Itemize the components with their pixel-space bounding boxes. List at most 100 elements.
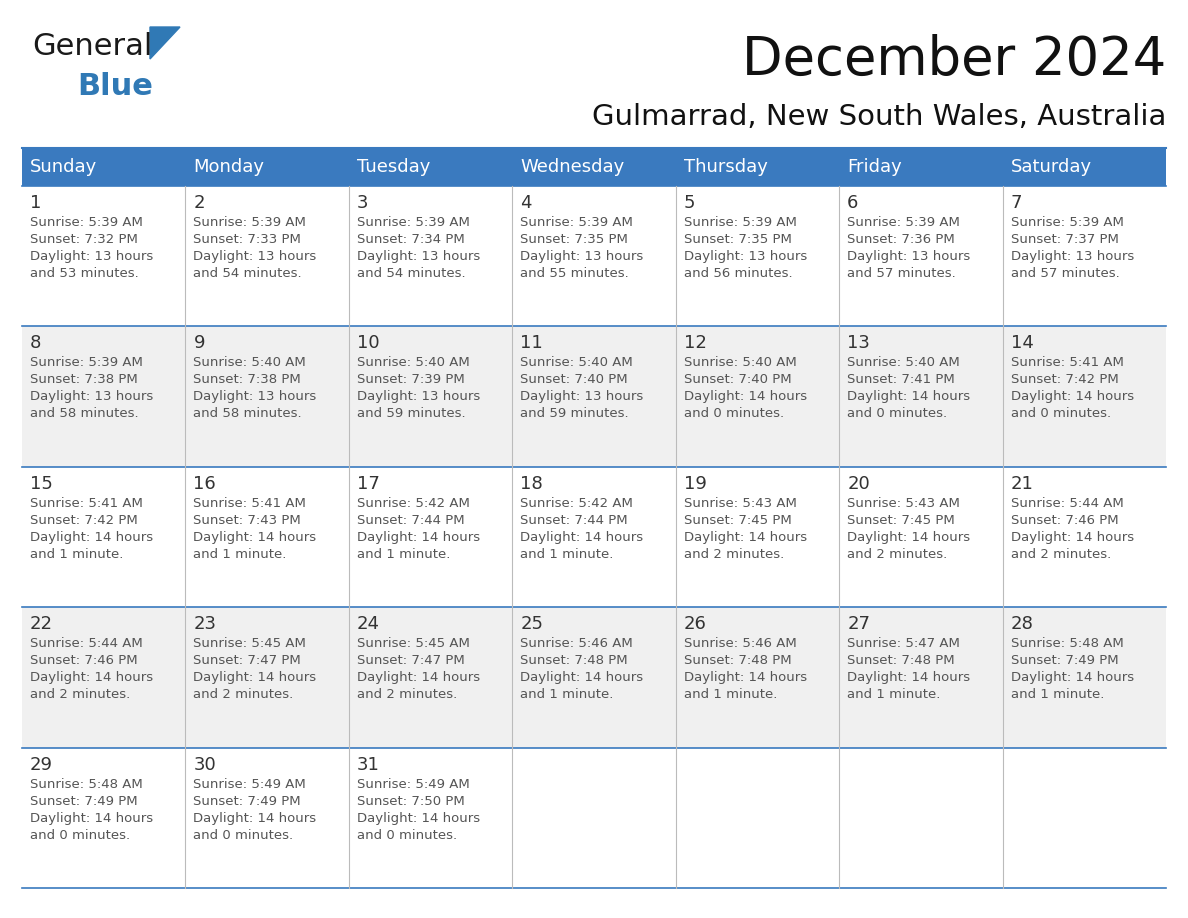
Bar	[839, 148, 1003, 186]
Text: and 59 minutes.: and 59 minutes.	[356, 408, 466, 420]
Text: and 53 minutes.: and 53 minutes.	[30, 267, 139, 280]
Text: Daylight: 14 hours: Daylight: 14 hours	[30, 671, 153, 684]
Text: Sunrise: 5:42 AM: Sunrise: 5:42 AM	[520, 497, 633, 509]
Text: Daylight: 14 hours: Daylight: 14 hours	[356, 531, 480, 543]
Text: and 57 minutes.: and 57 minutes.	[1011, 267, 1119, 280]
Text: 28: 28	[1011, 615, 1034, 633]
Text: 26: 26	[684, 615, 707, 633]
Text: Sunset: 7:39 PM: Sunset: 7:39 PM	[356, 374, 465, 386]
Text: 10: 10	[356, 334, 379, 353]
Text: Sunset: 7:35 PM: Sunset: 7:35 PM	[684, 233, 791, 246]
Text: Sunrise: 5:41 AM: Sunrise: 5:41 AM	[30, 497, 143, 509]
Text: 6: 6	[847, 194, 859, 212]
Text: and 0 minutes.: and 0 minutes.	[356, 829, 457, 842]
Text: Sunset: 7:48 PM: Sunset: 7:48 PM	[847, 655, 955, 667]
Text: Sunrise: 5:44 AM: Sunrise: 5:44 AM	[1011, 497, 1124, 509]
Text: Sunrise: 5:43 AM: Sunrise: 5:43 AM	[684, 497, 797, 509]
Text: Sunset: 7:44 PM: Sunset: 7:44 PM	[520, 514, 628, 527]
Text: Daylight: 14 hours: Daylight: 14 hours	[684, 671, 807, 684]
Text: 11: 11	[520, 334, 543, 353]
Text: Tuesday: Tuesday	[356, 158, 430, 176]
Text: Daylight: 13 hours: Daylight: 13 hours	[1011, 250, 1133, 263]
Text: Sunset: 7:49 PM: Sunset: 7:49 PM	[30, 795, 138, 808]
Text: Sunset: 7:37 PM: Sunset: 7:37 PM	[1011, 233, 1118, 246]
Text: Sunset: 7:49 PM: Sunset: 7:49 PM	[1011, 655, 1118, 667]
Text: and 2 minutes.: and 2 minutes.	[1011, 548, 1111, 561]
Text: 1: 1	[30, 194, 42, 212]
Text: Blue: Blue	[77, 72, 153, 101]
Text: 31: 31	[356, 756, 380, 774]
Text: Sunset: 7:50 PM: Sunset: 7:50 PM	[356, 795, 465, 808]
Text: Sunrise: 5:47 AM: Sunrise: 5:47 AM	[847, 637, 960, 650]
Text: Daylight: 14 hours: Daylight: 14 hours	[520, 531, 644, 543]
Text: Saturday: Saturday	[1011, 158, 1092, 176]
Text: Sunrise: 5:42 AM: Sunrise: 5:42 AM	[356, 497, 469, 509]
Text: Sunset: 7:35 PM: Sunset: 7:35 PM	[520, 233, 628, 246]
Text: Sunset: 7:46 PM: Sunset: 7:46 PM	[1011, 514, 1118, 527]
Text: Sunset: 7:40 PM: Sunset: 7:40 PM	[520, 374, 628, 386]
Text: 4: 4	[520, 194, 532, 212]
Text: Sunset: 7:36 PM: Sunset: 7:36 PM	[847, 233, 955, 246]
Text: and 59 minutes.: and 59 minutes.	[520, 408, 628, 420]
Text: and 2 minutes.: and 2 minutes.	[30, 688, 131, 701]
Text: and 55 minutes.: and 55 minutes.	[520, 267, 628, 280]
Text: Sunset: 7:49 PM: Sunset: 7:49 PM	[194, 795, 301, 808]
Text: 16: 16	[194, 475, 216, 493]
Text: Sunrise: 5:41 AM: Sunrise: 5:41 AM	[1011, 356, 1124, 369]
Text: Daylight: 14 hours: Daylight: 14 hours	[684, 531, 807, 543]
Text: Wednesday: Wednesday	[520, 158, 625, 176]
Text: and 57 minutes.: and 57 minutes.	[847, 267, 956, 280]
Text: Sunset: 7:45 PM: Sunset: 7:45 PM	[684, 514, 791, 527]
Text: Sunrise: 5:39 AM: Sunrise: 5:39 AM	[1011, 216, 1124, 229]
Bar	[1003, 148, 1165, 186]
Text: Daylight: 14 hours: Daylight: 14 hours	[30, 812, 153, 824]
Text: Daylight: 14 hours: Daylight: 14 hours	[194, 812, 316, 824]
Text: and 1 minute.: and 1 minute.	[684, 688, 777, 701]
Text: Sunday: Sunday	[30, 158, 97, 176]
Text: Friday: Friday	[847, 158, 902, 176]
Text: Daylight: 14 hours: Daylight: 14 hours	[684, 390, 807, 403]
Text: and 2 minutes.: and 2 minutes.	[847, 548, 947, 561]
Text: 18: 18	[520, 475, 543, 493]
Bar	[23, 466, 1165, 607]
Bar	[23, 186, 1165, 327]
Text: Daylight: 13 hours: Daylight: 13 hours	[194, 250, 317, 263]
Bar	[23, 327, 1165, 466]
Text: and 0 minutes.: and 0 minutes.	[847, 408, 947, 420]
Text: and 58 minutes.: and 58 minutes.	[194, 408, 302, 420]
Text: Sunset: 7:47 PM: Sunset: 7:47 PM	[194, 655, 302, 667]
Text: Daylight: 13 hours: Daylight: 13 hours	[30, 250, 153, 263]
Bar	[349, 148, 512, 186]
Text: Daylight: 14 hours: Daylight: 14 hours	[1011, 671, 1133, 684]
Text: Daylight: 14 hours: Daylight: 14 hours	[1011, 531, 1133, 543]
Text: Sunrise: 5:39 AM: Sunrise: 5:39 AM	[30, 356, 143, 369]
Text: Gulmarrad, New South Wales, Australia: Gulmarrad, New South Wales, Australia	[592, 103, 1165, 131]
Text: Sunset: 7:48 PM: Sunset: 7:48 PM	[684, 655, 791, 667]
Text: Sunrise: 5:39 AM: Sunrise: 5:39 AM	[520, 216, 633, 229]
Text: 22: 22	[30, 615, 53, 633]
Text: Sunrise: 5:40 AM: Sunrise: 5:40 AM	[684, 356, 796, 369]
Text: Daylight: 13 hours: Daylight: 13 hours	[520, 390, 644, 403]
Text: and 1 minute.: and 1 minute.	[520, 688, 614, 701]
Text: Sunset: 7:34 PM: Sunset: 7:34 PM	[356, 233, 465, 246]
Text: Sunset: 7:47 PM: Sunset: 7:47 PM	[356, 655, 465, 667]
Text: and 1 minute.: and 1 minute.	[1011, 688, 1104, 701]
Text: and 2 minutes.: and 2 minutes.	[356, 688, 457, 701]
Text: 17: 17	[356, 475, 380, 493]
Text: and 0 minutes.: and 0 minutes.	[194, 829, 293, 842]
Text: and 58 minutes.: and 58 minutes.	[30, 408, 139, 420]
Text: Daylight: 13 hours: Daylight: 13 hours	[684, 250, 807, 263]
Text: 24: 24	[356, 615, 380, 633]
Text: Sunset: 7:38 PM: Sunset: 7:38 PM	[194, 374, 302, 386]
Text: 7: 7	[1011, 194, 1022, 212]
Text: Sunset: 7:48 PM: Sunset: 7:48 PM	[520, 655, 628, 667]
Text: and 1 minute.: and 1 minute.	[847, 688, 941, 701]
Text: Sunrise: 5:45 AM: Sunrise: 5:45 AM	[194, 637, 307, 650]
Text: and 2 minutes.: and 2 minutes.	[684, 548, 784, 561]
Text: and 54 minutes.: and 54 minutes.	[356, 267, 466, 280]
Text: and 56 minutes.: and 56 minutes.	[684, 267, 792, 280]
Text: Sunrise: 5:39 AM: Sunrise: 5:39 AM	[30, 216, 143, 229]
Bar	[23, 747, 1165, 888]
Text: Sunrise: 5:41 AM: Sunrise: 5:41 AM	[194, 497, 307, 509]
Text: Daylight: 13 hours: Daylight: 13 hours	[356, 250, 480, 263]
